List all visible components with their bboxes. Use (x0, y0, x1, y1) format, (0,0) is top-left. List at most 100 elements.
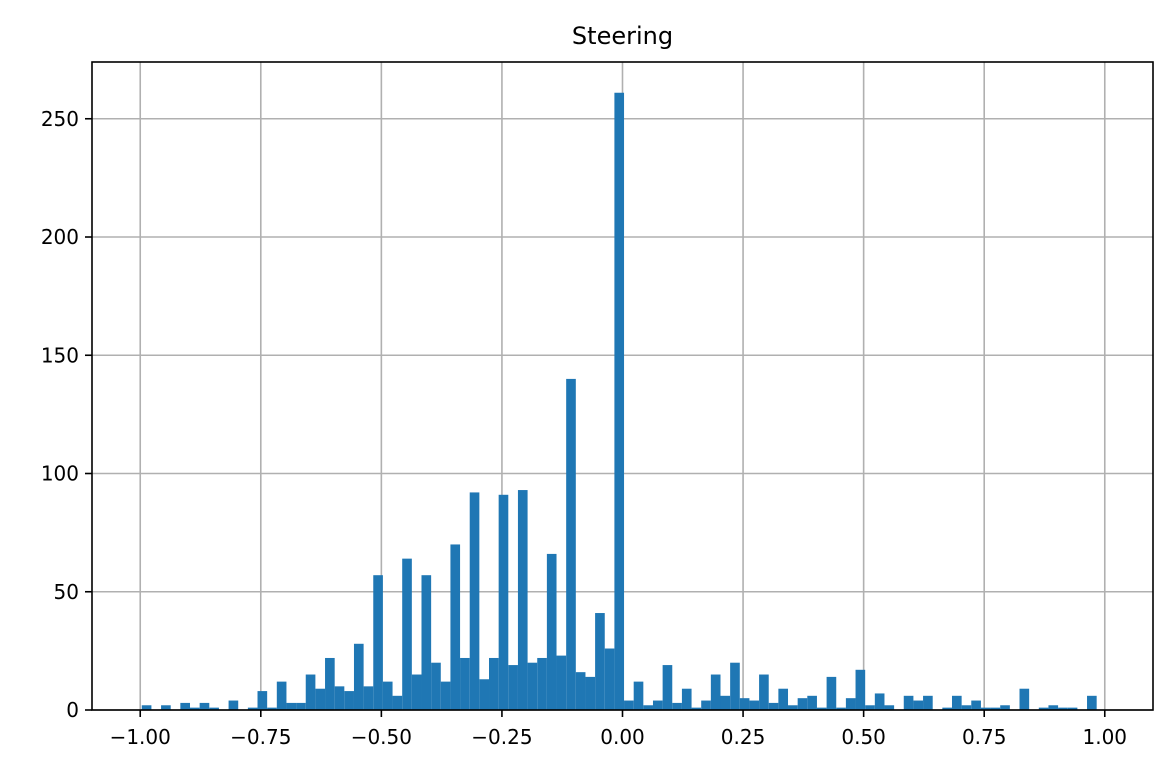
histogram-bar (402, 558, 412, 710)
histogram-bar (440, 681, 451, 710)
histogram-bar (595, 613, 605, 710)
histogram-bar (797, 698, 808, 710)
histogram-bar (585, 676, 596, 710)
histogram-bar (778, 688, 789, 710)
histogram-bar (344, 691, 354, 710)
chart-title: Steering (572, 22, 673, 50)
histogram-bar (913, 700, 924, 710)
histogram-bar (662, 665, 673, 710)
histogram-bar (826, 676, 837, 710)
x-tick-label: −0.75 (230, 725, 291, 749)
histogram-bar (1038, 707, 1049, 710)
x-tick-label: −0.25 (471, 725, 532, 749)
histogram-bar (980, 707, 991, 710)
histogram-bar (749, 700, 760, 710)
histogram-bar (1058, 707, 1068, 710)
histogram-bar (884, 705, 895, 710)
histogram-bar (624, 700, 634, 710)
y-tick-label: 50 (54, 580, 79, 604)
histogram-bar (508, 665, 518, 710)
histogram-bar (633, 681, 644, 710)
histogram-bars (141, 92, 1097, 711)
histogram-bar (865, 705, 875, 710)
histogram-bar (431, 662, 441, 710)
x-tick-label: −0.50 (351, 725, 412, 749)
histogram-bar (315, 688, 326, 710)
x-tick-label: 0.50 (841, 725, 886, 749)
histogram-bar (141, 705, 152, 710)
histogram-bar (460, 657, 470, 710)
histogram-bar (257, 691, 268, 710)
histogram-bar (1000, 705, 1010, 710)
histogram-bar (247, 707, 258, 710)
histogram-bar (923, 695, 933, 710)
histogram-bar (710, 674, 721, 710)
histogram-bar (566, 378, 576, 710)
histogram-bar (691, 707, 702, 710)
histogram-bar (296, 702, 306, 710)
histogram-bar (353, 643, 364, 710)
histogram-bar (286, 702, 297, 710)
histogram-bar (730, 662, 740, 710)
histogram-bar (816, 707, 827, 710)
x-tick-label: 0.25 (721, 725, 766, 749)
histogram-bar (614, 92, 625, 711)
x-tick-label: 0.75 (962, 725, 1007, 749)
histogram-bar (199, 702, 210, 710)
histogram-bar (334, 686, 345, 710)
histogram-bar (450, 544, 461, 710)
histogram-bar (228, 700, 239, 710)
histogram-bar (189, 707, 200, 710)
histogram-bar (392, 695, 403, 710)
histogram-bar (971, 700, 981, 710)
y-tick-label: 100 (41, 462, 79, 486)
x-tick-label: −1.00 (110, 725, 171, 749)
histogram-bar (874, 693, 885, 710)
histogram-bar (681, 688, 692, 710)
y-tick-label: 0 (66, 698, 79, 722)
histogram-bar (739, 698, 750, 710)
histogram-bar (788, 705, 798, 710)
histogram-bar (267, 707, 277, 710)
histogram-bar (180, 702, 190, 710)
histogram-bar (517, 490, 528, 710)
histogram-bar (161, 705, 171, 710)
histogram-bar (209, 707, 219, 710)
y-tick-label: 250 (41, 107, 79, 131)
histogram-bar (845, 698, 856, 710)
histogram-bar (807, 695, 817, 710)
histogram-bar (1087, 695, 1097, 710)
histogram-bar (411, 674, 422, 710)
histogram-bar (836, 707, 846, 710)
histogram-bar (672, 702, 682, 710)
histogram-bar (1067, 707, 1078, 710)
histogram-bar (575, 672, 586, 710)
histogram-bar (961, 705, 972, 710)
histogram-bar (1048, 705, 1059, 710)
histogram-bar (701, 700, 711, 710)
histogram-bar (759, 674, 769, 710)
histogram-bar (990, 707, 1001, 710)
x-tick-label: 0.00 (600, 725, 645, 749)
histogram-bar (537, 657, 547, 710)
histogram-bar (546, 553, 557, 710)
histogram-bar (556, 655, 567, 710)
histogram-bar (479, 679, 490, 710)
histogram-bar (643, 705, 653, 710)
x-tick-label: 1.00 (1083, 725, 1128, 749)
histogram-bar (604, 648, 615, 710)
histogram-bar (903, 695, 914, 710)
y-tick-label: 200 (41, 225, 79, 249)
histogram-bar (1019, 688, 1030, 710)
histogram-bar (498, 494, 509, 710)
histogram-bar (768, 702, 779, 710)
histogram-bar (855, 669, 866, 710)
histogram-bar (951, 695, 962, 710)
histogram-bar (527, 662, 538, 710)
histogram-bar (363, 686, 374, 710)
histogram-bar (942, 707, 952, 710)
histogram-bar (489, 657, 499, 710)
histogram-bar (720, 695, 731, 710)
